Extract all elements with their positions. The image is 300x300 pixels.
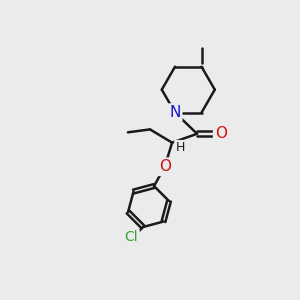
- Text: O: O: [215, 126, 227, 141]
- Text: O: O: [159, 159, 171, 174]
- Text: H: H: [176, 141, 185, 154]
- Text: N: N: [169, 105, 181, 120]
- Text: Cl: Cl: [124, 230, 138, 244]
